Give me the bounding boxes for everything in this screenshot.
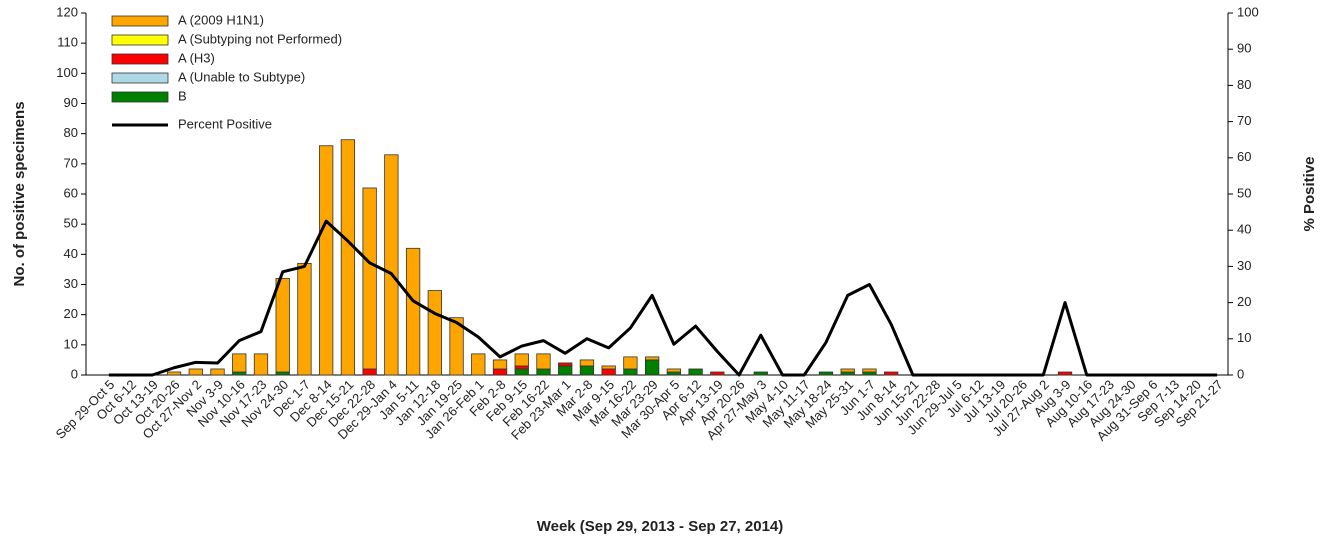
bar-segment [601, 365, 616, 370]
y-tick-label: 10 [64, 336, 78, 351]
bar-segment [232, 353, 247, 373]
bar-segment [210, 368, 225, 376]
bar-segment [536, 368, 551, 376]
bar-segment [753, 371, 768, 376]
bar-segment [188, 368, 203, 376]
y2-tick-label: 20 [1237, 294, 1251, 309]
bar-segment [471, 353, 486, 376]
bar-segment [688, 368, 703, 376]
y-tick-label: 0 [71, 366, 78, 381]
legend-label: Percent Positive [178, 116, 272, 131]
y2-tick-label: 0 [1237, 366, 1244, 381]
y-axis-title: No. of positive specimens [11, 101, 28, 286]
bar-segment [275, 371, 290, 376]
bar-segment [884, 371, 899, 376]
bar-segment [818, 371, 834, 376]
bar-segment [232, 371, 247, 376]
bar-segment [319, 145, 334, 376]
bar-segment [644, 356, 660, 361]
y2-tick-label: 70 [1237, 113, 1251, 128]
legend-label: A (H3) [178, 50, 215, 65]
bar-segment [492, 368, 508, 376]
bar-segment [514, 365, 529, 370]
bar-segment [492, 359, 508, 370]
bar-segment [644, 359, 660, 376]
y2-tick-label: 10 [1237, 330, 1251, 345]
bar-segment [623, 356, 638, 370]
bar-segment [166, 371, 182, 376]
bar-segment [275, 278, 290, 373]
y2-tick-label: 60 [1237, 149, 1251, 164]
y2-tick-label: 50 [1237, 185, 1251, 200]
y-tick-label: 40 [64, 246, 78, 261]
bar-segment [862, 371, 877, 376]
bar-segment [579, 365, 595, 376]
bar-segment [253, 353, 269, 376]
bar-segment [579, 359, 595, 367]
y-tick-label: 50 [64, 216, 78, 231]
y2-tick-label: 80 [1237, 77, 1251, 92]
y-tick-label: 90 [64, 95, 78, 110]
y2-axis-title: % Positive [1301, 156, 1318, 231]
bar-segment [536, 353, 551, 370]
y-tick-label: 20 [64, 306, 78, 321]
legend-label: A (Subtyping not Performed) [178, 31, 342, 46]
bar-segment [601, 368, 616, 376]
legend-swatch [111, 34, 169, 46]
bar-segment [427, 290, 442, 376]
bar-segment [405, 247, 421, 376]
y-tick-label: 30 [64, 276, 78, 291]
bar-segment [840, 368, 855, 373]
y2-tick-label: 40 [1237, 222, 1251, 237]
y2-tick-label: 100 [1237, 4, 1259, 19]
bar-segment [340, 139, 356, 376]
legend-label: A (2009 H1N1) [178, 12, 264, 27]
x-axis-title: Week (Sep 29, 2013 - Sep 27, 2014) [537, 518, 784, 535]
legend-label: B [178, 88, 187, 103]
bar-segment [362, 368, 377, 376]
bar-segment [666, 371, 682, 376]
legend-label: A (Unable to Subtype) [178, 69, 305, 84]
y-tick-label: 120 [56, 4, 78, 19]
y-tick-label: 60 [64, 185, 78, 200]
bar-segment [710, 371, 725, 376]
y-tick-label: 70 [64, 155, 78, 170]
bar-segment [840, 371, 855, 376]
bar-segment [1057, 371, 1073, 376]
legend-swatch [111, 72, 169, 84]
bar-segment [362, 187, 377, 370]
bar-segment [623, 368, 638, 376]
y2-tick-label: 90 [1237, 41, 1251, 56]
legend-swatch [111, 53, 169, 65]
y-tick-label: 80 [64, 125, 78, 140]
legend-swatch [111, 91, 169, 103]
bar-segment [514, 368, 529, 376]
line [108, 219, 1218, 377]
bar-segment [666, 368, 682, 373]
bar-segment [862, 368, 877, 373]
y2-tick-label: 30 [1237, 258, 1251, 273]
bar-segment [514, 353, 529, 367]
bar-segment [558, 365, 573, 376]
bar-segment [449, 317, 464, 376]
legend-swatch [111, 15, 169, 27]
bar-segment [384, 154, 399, 376]
bar-segment [297, 262, 312, 376]
y-tick-label: 110 [57, 35, 78, 50]
y-tick-label: 100 [56, 65, 78, 80]
bar-segment [558, 362, 573, 367]
